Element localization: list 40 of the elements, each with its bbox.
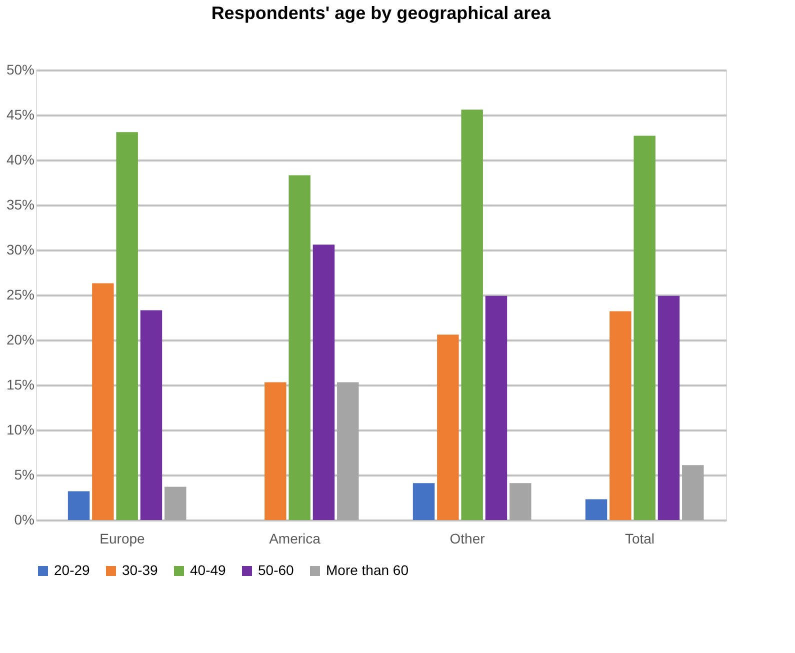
y-tick-label: 20%: [6, 332, 34, 348]
y-tick-label: 30%: [6, 242, 34, 258]
x-tick-label: Total: [624, 530, 655, 546]
bar: [312, 244, 335, 520]
bar: [658, 296, 680, 520]
bar: [68, 491, 90, 520]
bar: [288, 175, 310, 520]
bar: [116, 132, 138, 520]
x-tick-label: Europe: [100, 530, 146, 546]
y-tick-label: 35%: [6, 196, 34, 212]
bar: [140, 310, 162, 520]
bar: [437, 334, 459, 520]
bar: [485, 296, 508, 520]
y-tick-label: 40%: [6, 152, 34, 168]
y-tick-label: 5%: [14, 466, 34, 482]
bar: [634, 136, 656, 520]
bar: [264, 382, 286, 520]
legend-label: 30-39: [122, 562, 158, 578]
bar: [164, 486, 186, 520]
chart-title: Respondents' age by geographical area: [211, 3, 552, 23]
bar: [510, 483, 532, 520]
legend-label: 20-29: [54, 562, 90, 578]
bar: [412, 483, 435, 520]
bar: [461, 110, 483, 520]
legend-label: 50-60: [258, 562, 294, 578]
y-tick-label: 45%: [6, 106, 34, 122]
y-tick-label: 50%: [6, 62, 34, 78]
y-tick-label: 15%: [6, 376, 34, 392]
bar: [337, 382, 359, 520]
legend-label: More than 60: [326, 562, 409, 578]
x-tick-label: America: [269, 530, 321, 546]
x-tick-label: Other: [450, 530, 486, 546]
bar: [682, 465, 704, 520]
bar: [610, 311, 632, 520]
bar: [92, 283, 114, 520]
y-tick-label: 25%: [6, 286, 34, 302]
legend-label: 40-49: [190, 562, 226, 578]
y-tick-label: 0%: [14, 512, 34, 528]
bar: [585, 499, 608, 520]
y-tick-label: 10%: [6, 422, 34, 438]
